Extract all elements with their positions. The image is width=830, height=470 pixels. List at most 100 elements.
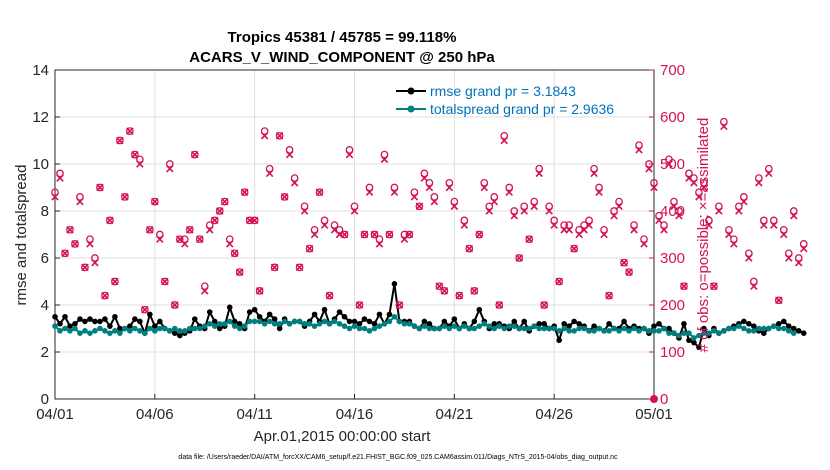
obs-possible-point bbox=[325, 291, 334, 300]
obs-possible-point bbox=[455, 291, 464, 300]
data-point bbox=[771, 323, 777, 329]
data-point bbox=[606, 328, 612, 334]
y-tick-label: 14 bbox=[32, 62, 49, 79]
data-point bbox=[795, 328, 802, 334]
obs-assimilated-point bbox=[790, 211, 798, 220]
obs-assimilated-point bbox=[171, 301, 179, 309]
obs-assimilated-point bbox=[425, 183, 434, 192]
data-point bbox=[676, 332, 682, 339]
obs-x-stroke bbox=[300, 207, 309, 215]
obs-assimilated-point bbox=[290, 179, 299, 187]
obs-x-stroke bbox=[320, 221, 329, 229]
data-point bbox=[107, 323, 113, 329]
obs-possible-point bbox=[450, 197, 459, 206]
data-point bbox=[751, 323, 757, 329]
obs-assimilated-point bbox=[645, 164, 653, 173]
obs-possible-point bbox=[285, 146, 294, 154]
data-point bbox=[356, 325, 363, 332]
obs-x-stroke bbox=[136, 160, 144, 168]
obs-possible-point bbox=[345, 146, 354, 154]
data-point bbox=[491, 321, 498, 327]
x-tick-label: 04/11 bbox=[236, 406, 272, 423]
data-point bbox=[591, 328, 597, 334]
data-point bbox=[631, 325, 637, 332]
obs-x-stroke bbox=[260, 132, 269, 140]
data-point bbox=[172, 325, 178, 332]
data-point bbox=[741, 318, 747, 325]
obs-assimilated-point bbox=[480, 183, 489, 192]
obs-assimilated-point bbox=[295, 263, 304, 272]
obs-possible-point bbox=[585, 216, 593, 225]
data-point bbox=[206, 321, 213, 327]
data-point bbox=[251, 318, 258, 325]
obs-possible-point bbox=[220, 197, 229, 206]
data-point bbox=[431, 325, 438, 332]
obs-possible-point bbox=[360, 230, 369, 239]
obs-x-stroke bbox=[760, 221, 768, 229]
data-point bbox=[681, 321, 687, 327]
obs-assimilated-point bbox=[345, 150, 354, 159]
obs-x-stroke bbox=[700, 183, 708, 192]
obs-x-stroke bbox=[445, 183, 454, 192]
obs-assimilated-point bbox=[510, 211, 518, 220]
obs-assimilated-point bbox=[56, 174, 64, 182]
obs-x-stroke bbox=[215, 207, 224, 215]
x-tick-label: 04/01 bbox=[36, 406, 74, 423]
obs-x-stroke bbox=[151, 197, 159, 206]
data-point bbox=[471, 325, 478, 332]
data-point bbox=[401, 321, 408, 327]
obs-x-stroke bbox=[186, 226, 194, 234]
data-point bbox=[331, 318, 338, 325]
obs-assimilated-point bbox=[670, 202, 678, 211]
obs-possible-point bbox=[605, 291, 613, 300]
obs-possible-point bbox=[225, 235, 234, 244]
obs-x-stroke bbox=[96, 183, 104, 192]
data-point bbox=[311, 311, 318, 318]
y-tick-label: 8 bbox=[41, 203, 49, 220]
obs-possible-point bbox=[240, 188, 249, 197]
obs-assimilated-point bbox=[535, 169, 543, 178]
data-point bbox=[541, 321, 547, 327]
obs-x-stroke bbox=[405, 230, 414, 239]
obs-x-stroke bbox=[735, 207, 743, 215]
data-point bbox=[516, 325, 523, 332]
data-point bbox=[286, 321, 293, 327]
obs-possible-point bbox=[76, 193, 84, 201]
data-point bbox=[566, 328, 572, 334]
obs-x-stroke bbox=[200, 287, 209, 295]
obs-assimilated-point bbox=[650, 183, 658, 192]
obs-assimilated-point bbox=[111, 277, 119, 286]
obs-assimilated-point bbox=[445, 183, 454, 192]
obs-x-stroke bbox=[240, 188, 249, 196]
obs-assimilated-point bbox=[655, 216, 663, 225]
obs-possible-point bbox=[255, 287, 264, 295]
data-point bbox=[656, 328, 662, 334]
data-point bbox=[646, 328, 652, 334]
data-point bbox=[671, 330, 677, 337]
obs-assimilated-point bbox=[740, 197, 748, 206]
data-point bbox=[576, 321, 582, 327]
obs-assimilated-point bbox=[370, 230, 379, 239]
obs-assimilated-point bbox=[455, 291, 464, 300]
data-point bbox=[351, 318, 358, 325]
obs-x-stroke bbox=[171, 301, 179, 309]
data-point bbox=[216, 321, 223, 327]
data-point bbox=[341, 313, 348, 320]
obs-assimilated-point bbox=[550, 221, 558, 229]
obs-x-stroke bbox=[685, 174, 693, 182]
obs-possible-point bbox=[150, 197, 159, 206]
obs-possible-point bbox=[101, 291, 109, 300]
obs-x-stroke bbox=[91, 258, 99, 267]
obs-x-stroke bbox=[340, 230, 349, 239]
x-axis-label: Apr.01,2015 00:00:00 start bbox=[254, 428, 432, 445]
obs-x-stroke bbox=[390, 188, 399, 196]
obs-x-stroke bbox=[500, 136, 509, 145]
data-point bbox=[57, 328, 63, 334]
obs-possible-point bbox=[141, 305, 149, 314]
obs-x-stroke bbox=[605, 291, 613, 300]
data-point bbox=[636, 328, 642, 334]
obs-x-stroke bbox=[535, 169, 543, 178]
data-point bbox=[446, 325, 453, 332]
data-point bbox=[301, 321, 308, 327]
obs-possible-point bbox=[615, 197, 623, 206]
